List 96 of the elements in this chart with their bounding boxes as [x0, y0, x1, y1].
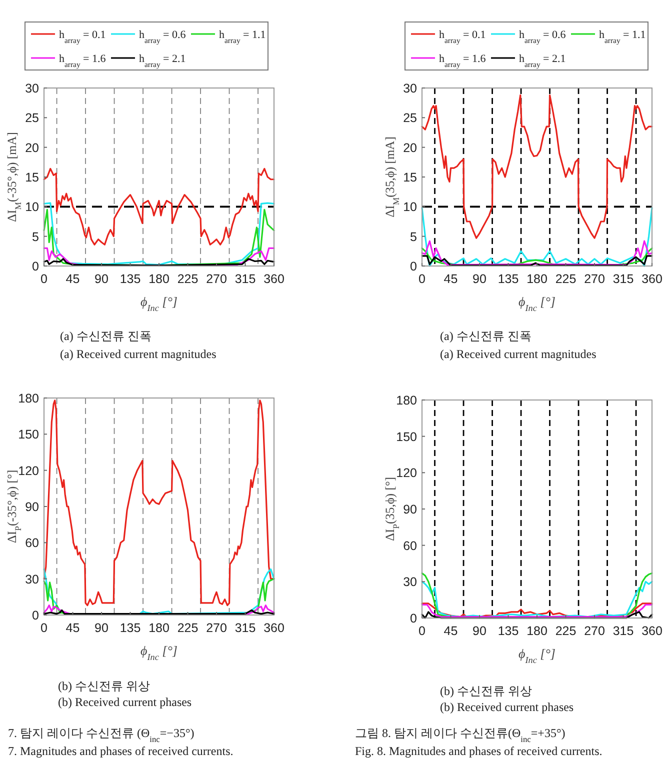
x-tick-label: 45	[66, 272, 80, 286]
y-tick-label: 10	[25, 200, 40, 214]
text: (a) Received current magnitudes	[440, 347, 597, 361]
x-tick-label: 90	[472, 272, 486, 286]
x-tick-label: 180	[526, 272, 548, 286]
y-tick-label: 25	[25, 111, 40, 126]
y-tick-label: 120	[396, 466, 418, 480]
x-axis-title: ϕ$_{Inc}$ [°]	[518, 646, 556, 665]
x-tick-label: 180	[148, 621, 170, 635]
x-tick-label: 270	[584, 624, 605, 638]
x-tick-label: 0	[40, 272, 48, 286]
y-tick-label: 60	[403, 538, 418, 553]
x-tick-label: 360	[642, 272, 662, 286]
x-tick-label: 270	[206, 272, 227, 286]
y-tick-label: 90	[403, 502, 418, 516]
x-tick-label: 315	[234, 272, 256, 286]
y-tick-label: 30	[25, 572, 40, 586]
x-tick-label: 90	[94, 621, 108, 635]
y-tick-label: 180	[396, 394, 418, 408]
x-tick-label: 0	[418, 272, 426, 286]
y-tick-label: 0	[410, 260, 418, 274]
x-tick-label: 360	[264, 621, 284, 635]
text: (a) Received current magnitudes	[60, 347, 217, 361]
x-tick-label: 45	[444, 624, 458, 638]
y-tick-label: 180	[18, 392, 40, 406]
y-tick-label: 0	[32, 260, 40, 274]
y-tick-label: 150	[18, 428, 40, 442]
x-axis-title: ϕ$_{Inc}$ [°]	[140, 643, 178, 662]
line-series	[421, 207, 653, 267]
line-series	[43, 168, 275, 246]
x-tick-label: 225	[177, 621, 198, 635]
text: (b) Received current phases	[58, 695, 192, 709]
legend-label: h$_{array}$ = 1.1	[599, 29, 646, 44]
y-tick-label: 5	[410, 230, 418, 244]
y-tick-label: 90	[25, 500, 40, 514]
x-tick-label: 0	[418, 624, 426, 638]
text: (a) 수신전류 진폭	[440, 329, 532, 343]
y-tick-label: 150	[396, 430, 418, 444]
y-tick-label: 30	[403, 82, 418, 96]
y-tick-label: 25	[403, 111, 418, 126]
x-tick-label: 270	[206, 621, 227, 635]
line-series	[421, 94, 653, 239]
x-tick-label: 270	[584, 272, 605, 286]
legend-label: h$_{array}$ = 1.6	[59, 53, 106, 68]
y-tick-label: 0	[410, 612, 418, 626]
x-tick-label: 225	[555, 624, 576, 638]
x-tick-label: 180	[526, 624, 548, 638]
legend-label: h$_{array}$ = 1.6	[439, 53, 486, 68]
line-series	[43, 258, 275, 266]
y-tick-label: 10	[403, 200, 418, 214]
caption: 그림 8. 탐지 레이다 수신전류(Θ$_{inc}$=+35°)	[355, 726, 566, 744]
y-tick-label: 15	[403, 170, 418, 184]
legend-label: h$_{array}$ = 0.6	[139, 29, 186, 44]
x-tick-label: 135	[120, 272, 141, 286]
x-tick-label: 90	[472, 624, 486, 638]
x-tick-label: 360	[264, 272, 284, 286]
x-tick-label: 225	[555, 272, 576, 286]
line-series	[421, 580, 653, 618]
y-tick-label: 20	[403, 140, 418, 155]
x-tick-label: 315	[612, 624, 634, 638]
text: (b) 수신전류 위상	[440, 684, 532, 698]
line-series	[43, 400, 275, 606]
y-tick-label: 15	[25, 170, 40, 184]
text: (b) Received current phases	[440, 700, 574, 714]
legend-label: h$_{array}$ = 0.1	[59, 29, 106, 44]
legend-label: h$_{array}$ = 0.1	[439, 29, 486, 44]
text: (a) 수신전류 진폭	[60, 329, 152, 343]
legend-label: h$_{array}$ = 2.1	[139, 53, 186, 68]
y-tick-label: 0	[32, 608, 40, 622]
y-tick-label: 60	[25, 536, 40, 550]
x-tick-label: 135	[498, 624, 519, 638]
text: (b) 수신전류 위상	[58, 679, 150, 693]
text: 7. 탐지 레이다 수신전류 (Θ$_{inc}$=−35°)	[8, 726, 194, 744]
x-tick-label: 135	[498, 272, 519, 286]
x-tick-label: 45	[444, 272, 458, 286]
x-tick-label: 225	[177, 272, 198, 286]
legend-label: h$_{array}$ = 1.1	[219, 29, 266, 44]
text: 7. Magnitudes and phases of received currents.	[8, 744, 234, 758]
legend-label: h$_{array}$ = 2.1	[519, 53, 566, 68]
x-tick-label: 315	[612, 272, 634, 286]
x-axis-title: ϕ$_{Inc}$ [°]	[518, 294, 556, 313]
y-tick-label: 5	[32, 230, 40, 244]
line-series	[421, 240, 653, 266]
x-tick-label: 45	[66, 621, 80, 635]
legend-label: h$_{array}$ = 0.6	[519, 29, 566, 44]
x-tick-label: 0	[40, 621, 48, 635]
y-tick-label: 30	[403, 575, 418, 590]
x-tick-label: 180	[148, 272, 170, 286]
x-axis-title: ϕ$_{Inc}$ [°]	[140, 294, 178, 313]
x-tick-label: 315	[234, 621, 256, 635]
caption: Fig. 8. Magnitudes and phases of received currents.	[355, 744, 602, 758]
y-tick-label: 20	[25, 140, 40, 155]
x-tick-label: 90	[94, 272, 108, 286]
x-tick-label: 360	[642, 624, 662, 638]
y-tick-label: 30	[25, 82, 40, 96]
x-tick-label: 135	[120, 621, 141, 635]
